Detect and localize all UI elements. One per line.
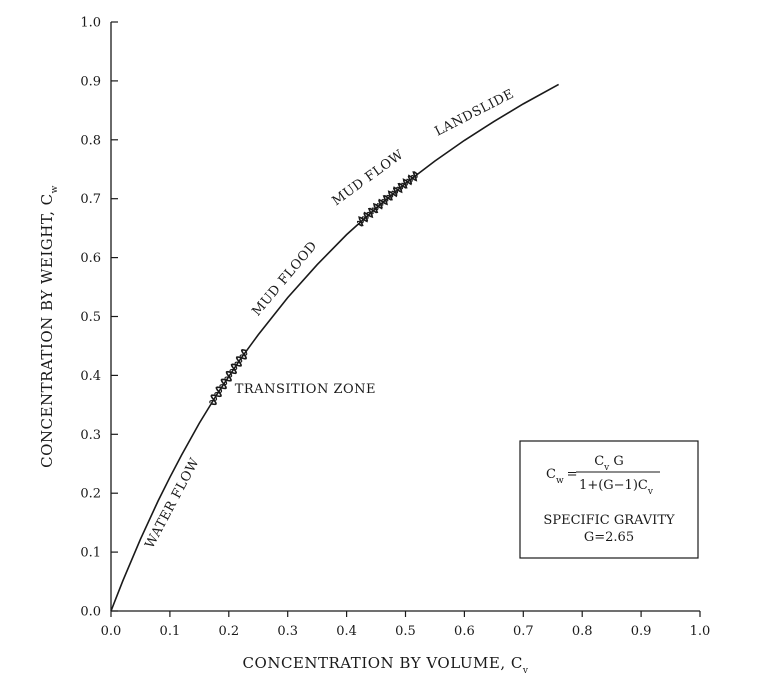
x-tick-label: 0.1: [160, 624, 181, 639]
y-tick-label: 0.4: [80, 369, 101, 384]
x-axis-ticks: 0.0 0.1 0.2 0.3 0.4 0.5 0.6 0.7 0.8 0.9 1.0: [101, 611, 711, 639]
plot-area: 0.0 0.1 0.2 0.3 0.4 0.5 0.6 0.7 0.8 0.9 1.0 0.0 0.1…: [80, 16, 710, 640]
x-tick-label: 1.0: [690, 624, 711, 639]
y-tick-label: 0.1: [80, 546, 101, 561]
formula-annotation-box: Cw = Cv G 1+(G−1)Cv SPECIFIC GRAVITY G=2.…: [519, 440, 699, 559]
squiggle-zone-inner: [209, 349, 248, 404]
specific-gravity-label: SPECIFIC GRAVITY: [543, 513, 675, 528]
x-tick-label: 0.3: [277, 624, 298, 639]
y-tick-label: 0.3: [80, 428, 101, 443]
specific-gravity-value: G=2.65: [584, 530, 634, 545]
x-tick-label: 0.7: [513, 624, 534, 639]
x-tick-label: 0.4: [336, 624, 357, 639]
y-tick-label: 0.0: [80, 605, 101, 620]
y-tick-label: 0.8: [80, 133, 101, 148]
region-label: MUD FLOW: [330, 147, 407, 209]
y-tick-label: 0.2: [80, 487, 101, 502]
y-axis-ticks: 0.0 0.1 0.2 0.3 0.4 0.5 0.6 0.7 0.8 0.9 1.0: [80, 16, 118, 620]
squiggle-zone-inner: [356, 173, 418, 224]
region-label: WATER FLOW: [143, 455, 203, 551]
y-tick-label: 1.0: [80, 16, 101, 31]
region-label: MUD FLOOD: [249, 239, 320, 320]
y-tick-label: 0.7: [80, 192, 101, 207]
formula-lhs: Cw =: [546, 467, 578, 486]
x-tick-label: 0.9: [631, 624, 652, 639]
y-tick-label: 0.5: [80, 310, 101, 325]
x-tick-label: 0.6: [454, 624, 475, 639]
x-axis-title: CONCENTRATION BY VOLUME, Cv: [243, 654, 529, 676]
y-tick-label: 0.6: [80, 251, 101, 266]
squiggle-zones: [209, 171, 418, 406]
x-tick-label: 0.5: [395, 624, 416, 639]
y-axis-title: CONCENTRATION BY WEIGHT, Cw: [38, 185, 60, 468]
region-label: LANDSLIDE: [432, 87, 516, 140]
formula-denominator: 1+(G−1)Cv: [579, 478, 654, 497]
x-tick-label: 0.8: [572, 624, 593, 639]
annotation-border: [519, 440, 699, 559]
y-tick-label: 0.9: [80, 74, 101, 89]
concentration-curve: [110, 83, 560, 612]
squiggle-zone: [210, 348, 248, 406]
region-label: TRANSITION ZONE: [235, 382, 376, 397]
x-tick-label: 0.0: [101, 624, 122, 639]
x-tick-label: 0.2: [218, 624, 239, 639]
formula-numerator: Cv G: [594, 454, 624, 473]
